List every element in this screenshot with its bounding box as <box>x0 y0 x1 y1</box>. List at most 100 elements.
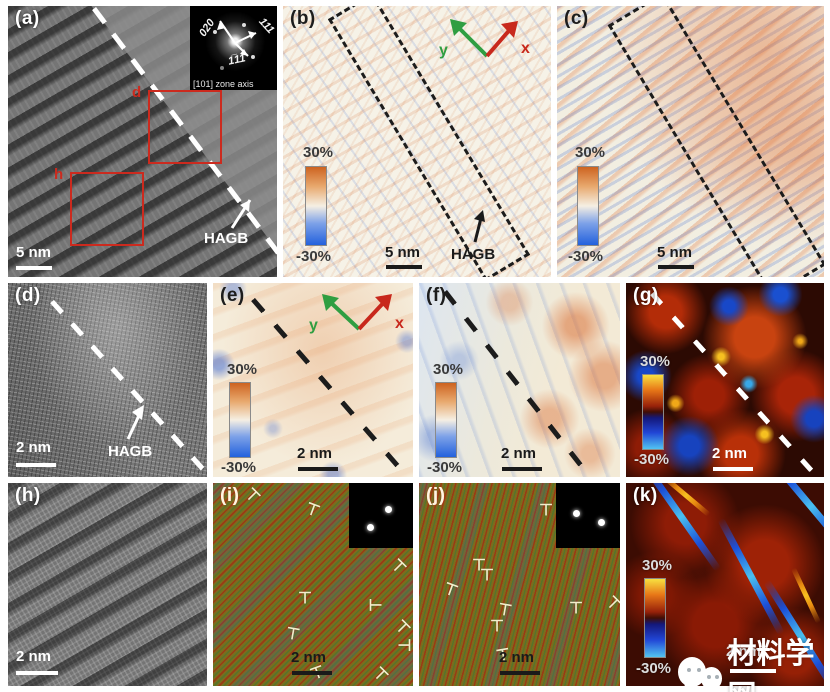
axis-arrows <box>450 19 518 58</box>
hagb-arrow <box>230 199 252 229</box>
panel-label: (b) <box>290 8 316 29</box>
dislocation-symbol: ⊥ <box>397 638 413 653</box>
panel-label: (f) <box>426 285 447 306</box>
colorbar-min-label: -30% <box>221 459 257 476</box>
panel-j-fourier-filtered: (j) 2 nm ⊥ ⊥ ⊥ ⊥ ⊥ ⊥ ⊥ ⊥ ⊥ <box>419 483 620 686</box>
dislocation-symbol: ⊥ <box>392 615 413 638</box>
scale-text: 5 nm <box>16 244 52 261</box>
scale-bar <box>386 265 422 269</box>
hagb-label: HAGB <box>108 443 153 460</box>
panel-label: (k) <box>633 485 658 506</box>
diffraction-spot <box>250 54 255 59</box>
scale-bar <box>500 671 540 675</box>
dislocation-symbol: ⊥ <box>284 623 302 643</box>
panel-label: (g) <box>633 285 659 306</box>
diffraction-spot <box>598 518 606 526</box>
wechat-icon-eye <box>687 668 691 672</box>
axis-x-label: x <box>395 315 404 332</box>
colorbar-min-label: -30% <box>636 660 672 677</box>
rotation-streak <box>766 483 824 559</box>
roi-box-h <box>70 172 144 246</box>
dislocation-symbol: ⊥ <box>366 597 383 612</box>
scale-bar <box>658 265 694 269</box>
panel-label: (c) <box>564 8 589 29</box>
colorbar-min-label: -30% <box>634 451 670 468</box>
wechat-icon-eye <box>697 668 701 672</box>
scale-text: 2 nm <box>16 648 52 665</box>
panel-k-rotation-map: (k) 30% -30% 2 nm <box>626 483 824 686</box>
hagb-dashed-band <box>607 6 824 277</box>
roi-label-h: h <box>54 166 64 183</box>
scale-bar <box>713 467 753 471</box>
dislocation-symbol: ⊥ <box>568 597 583 615</box>
dislocation-symbol: ⊥ <box>303 498 323 520</box>
colorbar-min-label: -30% <box>296 248 332 265</box>
panel-label: (i) <box>220 485 240 506</box>
scale-bar <box>16 463 56 467</box>
colorbar-max-label: 30% <box>642 557 673 574</box>
scale-bar <box>730 669 776 673</box>
colorbar-min-label: -30% <box>427 459 463 476</box>
panel-c-strain-map-eyy: (c) 30% -30% 5 nm <box>557 6 824 277</box>
roi-box-d <box>148 90 222 164</box>
hagb-label: HAGB <box>204 230 249 247</box>
panel-label: (d) <box>15 285 41 306</box>
colorbar <box>577 166 599 246</box>
colorbar-min-label: -30% <box>568 248 604 265</box>
wechat-icon <box>701 666 723 690</box>
scale-text: 2 nm <box>501 445 537 462</box>
roi-label-d: d <box>132 84 142 101</box>
fft-arrows <box>217 20 257 57</box>
scale-bar <box>16 266 52 270</box>
diffraction-spot <box>366 523 374 531</box>
scale-text: 2 nm <box>712 445 748 462</box>
colorbar-max-label: 30% <box>303 144 334 161</box>
dislocation-symbol: ⊥ <box>370 662 393 685</box>
wechat-icon-eye <box>707 674 712 679</box>
rotation-streak <box>717 517 785 636</box>
scale-bar <box>502 467 542 471</box>
panel-g-rotation-map-zoom: (g) 30% -30% 2 nm <box>626 283 824 477</box>
rotation-streak <box>791 567 821 624</box>
panel-a-tem-overview: (a) 020 111 1̅11 [101] zone axis d h <box>8 6 277 277</box>
panel-d-hrtem-hagb: (d) HAGB 2 nm <box>8 283 207 477</box>
wechat-icon-eye <box>715 674 720 679</box>
scale-text: 2 nm <box>297 445 333 462</box>
axis-x-label: x <box>521 40 530 57</box>
colorbar-max-label: 30% <box>640 353 671 370</box>
dislocation-symbol: ⊥ <box>441 577 461 599</box>
diffraction-spot <box>219 66 224 71</box>
dislocation-symbol: ⊥ <box>603 591 620 614</box>
fft-inset: 020 111 1̅11 [101] zone axis <box>190 6 277 90</box>
hagb-label: HAGB <box>451 246 496 263</box>
panel-label: (j) <box>426 485 446 506</box>
fft-caption: [101] zone axis <box>193 79 254 89</box>
dislocation-symbol: ⊥ <box>490 616 505 634</box>
dislocation-symbol: ⊥ <box>538 500 553 518</box>
panel-h-hrtem-lamellae: (h) 2 nm <box>8 483 207 686</box>
diffraction-spot <box>212 29 217 34</box>
colorbar-max-label: 30% <box>433 361 464 378</box>
scale-text: 2 nm <box>726 643 762 660</box>
scale-bar <box>298 467 338 471</box>
dislocation-symbol: ⊥ <box>298 587 312 605</box>
watermark-text: 材料学网 <box>727 638 815 692</box>
panel-label: (a) <box>15 8 40 29</box>
scale-bar <box>16 671 58 675</box>
dislocation-symbol: ⊥ <box>388 554 411 577</box>
hagb-arrow <box>473 210 485 243</box>
fft-inset <box>556 483 620 548</box>
dislocation-symbol: ⊥ <box>480 565 495 583</box>
scale-text: 2 nm <box>16 439 52 456</box>
scale-bar <box>292 671 332 675</box>
colorbar <box>305 166 327 246</box>
axis-y-label: y <box>439 42 448 59</box>
diffraction-spot <box>573 510 581 518</box>
diffraction-spot <box>385 506 393 514</box>
watermark: 材料学网 <box>678 630 830 692</box>
panel-e-strain-map-exx-zoom: (e) y x 30% -30% 2 nm <box>213 283 413 477</box>
scale-text: 2 nm <box>291 649 327 666</box>
scale-text: 5 nm <box>657 244 693 261</box>
panel-b-strain-map-exx: (b) y x 30% -30% 5 nm HAGB <box>283 6 551 277</box>
